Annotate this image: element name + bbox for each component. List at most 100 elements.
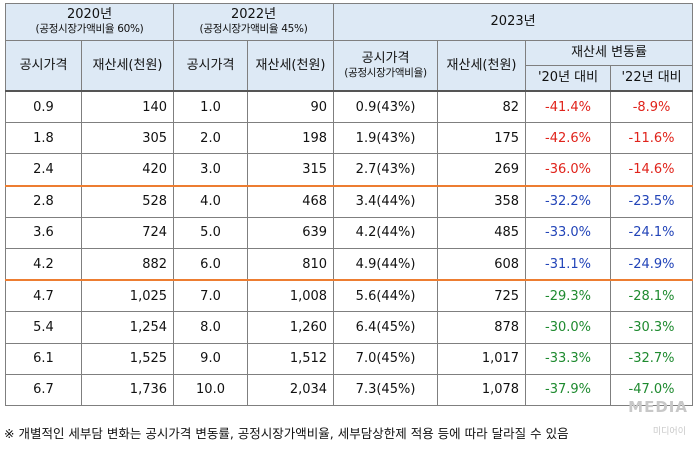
table-row: 4.2 882 6.0 810 4.9(44%) 608 -31.1% -24.9% [5,247,694,281]
cell-tax-2020: 1,025 [80,279,175,313]
header-2020: 2020년 (공정시장가액비율 60%) [4,3,175,41]
cell-price-2023: 4.9(44%) [333,247,439,281]
cell-tax-2022: 198 [247,122,335,155]
cell-tax-2023: 1,078 [437,373,527,406]
cell-tax-2022: 1,008 [247,279,335,313]
header-2022-price: 공시가격 [173,40,249,92]
cell-price-2022: 8.0 [173,311,249,344]
header-2022-sub: (공정시장가액비율 45%) [199,23,308,35]
cell-change-vs20: -41.4% [525,90,612,124]
header-change: 재산세 변동률 [525,40,694,66]
cell-tax-2023: 725 [437,279,527,313]
cell-price-2022: 7.0 [173,279,249,313]
cell-price-2022: 6.0 [173,247,249,281]
cell-tax-2020: 140 [80,90,175,124]
header-2022-year: 2022년 [231,7,277,22]
cell-change-vs20: -33.0% [525,216,612,249]
cell-tax-2023: 358 [437,184,527,218]
cell-tax-2020: 1,254 [80,311,175,344]
cell-tax-2022: 315 [247,153,335,187]
header-2022-tax: 재산세(천원) [247,40,335,92]
cell-change-vs20: -37.9% [525,373,612,406]
header-2023-tax: 재산세(천원) [437,40,527,92]
cell-price-2020: 1.8 [5,122,82,155]
cell-price-2023: 3.4(44%) [333,184,439,218]
table-row: 0.9 140 1.0 90 0.9(43%) 82 -41.4% -8.9% [5,90,694,124]
header-2022: 2022년 (공정시장가액비율 45%) [173,3,335,41]
cell-tax-2020: 528 [80,184,175,218]
header-2023-price-label: 공시가격 [361,50,410,66]
cell-price-2022: 3.0 [173,153,249,187]
header-2020-tax: 재산세(천원) [80,40,175,92]
table-row: 1.8 305 2.0 198 1.9(43%) 175 -42.6% -11.6% [5,122,694,155]
cell-change-vs22: -30.3% [610,311,694,344]
cell-change-vs22: -32.7% [610,342,694,375]
cell-price-2023: 5.6(44%) [333,279,439,313]
cell-tax-2020: 420 [80,153,175,187]
cell-price-2020: 2.4 [5,153,82,187]
cell-tax-2020: 305 [80,122,175,155]
cell-tax-2023: 269 [437,153,527,187]
cell-price-2023: 4.2(44%) [333,216,439,249]
header-change-vs22: '22년 대비 [610,65,694,92]
cell-price-2023: 2.7(43%) [333,153,439,187]
cell-price-2023: 1.9(43%) [333,122,439,155]
cell-price-2022: 4.0 [173,184,249,218]
header-2023-price: 공시가격 (공정시장가액비율) [333,40,439,92]
cell-tax-2022: 639 [247,216,335,249]
cell-price-2020: 4.2 [5,247,82,281]
cell-price-2020: 5.4 [5,311,82,344]
cell-tax-2022: 810 [247,247,335,281]
header-2020-price: 공시가격 [5,40,82,92]
header-2023-year: 2023년 [490,14,536,29]
cell-price-2023: 7.0(45%) [333,342,439,375]
cell-tax-2020: 724 [80,216,175,249]
header-2023-price-sub: (공정시장가액비율) [344,66,427,79]
cell-price-2023: 7.3(45%) [333,373,439,406]
cell-change-vs20: -31.1% [525,247,612,281]
property-tax-table: 2020년 (공정시장가액비율 60%) 2022년 (공정시장가액비율 45%… [4,3,694,406]
cell-change-vs20: -30.0% [525,311,612,344]
cell-tax-2023: 608 [437,247,527,281]
cell-price-2023: 6.4(45%) [333,311,439,344]
table-row: 3.6 724 5.0 639 4.2(44%) 485 -33.0% -24.1% [5,216,694,249]
cell-price-2022: 2.0 [173,122,249,155]
cell-tax-2023: 485 [437,216,527,249]
cell-price-2023: 0.9(43%) [333,90,439,124]
header-change-vs20: '20년 대비 [525,65,612,92]
watermark-sub: 미디어이 [652,427,686,437]
cell-tax-2022: 468 [247,184,335,218]
cell-change-vs22: -11.6% [610,122,694,155]
cell-price-2022: 10.0 [173,373,249,406]
table-row: 6.1 1,525 9.0 1,512 7.0(45%) 1,017 -33.3% -32.7… [5,342,694,375]
cell-price-2020: 4.7 [5,279,82,313]
header-2020-year: 2020년 [66,7,113,22]
cell-change-vs22: -8.9% [610,90,694,124]
cell-change-vs22: -14.6% [610,153,694,187]
cell-change-vs20: -29.3% [525,279,612,313]
cell-change-vs22: -24.9% [610,247,694,281]
cell-price-2022: 1.0 [173,90,249,124]
cell-change-vs20: -32.2% [525,184,612,218]
table-row: 6.7 1,736 10.0 2,034 7.3(45%) 1,078 -37.9% -47.… [5,373,694,406]
cell-price-2020: 2.8 [5,184,82,218]
cell-tax-2023: 1,017 [437,342,527,375]
cell-change-vs22: -47.0% [610,373,694,406]
cell-tax-2022: 2,034 [247,373,335,406]
cell-price-2020: 0.9 [5,90,82,124]
cell-change-vs22: -24.1% [610,216,694,249]
cell-price-2022: 5.0 [173,216,249,249]
cell-price-2022: 9.0 [173,342,249,375]
cell-price-2020: 3.6 [5,216,82,249]
cell-change-vs20: -42.6% [525,122,612,155]
header-2023: 2023년 [333,3,694,41]
cell-tax-2020: 882 [80,247,175,281]
table-row: 2.4 420 3.0 315 2.7(43%) 269 -36.0% -14.6% [5,153,694,187]
cell-price-2020: 6.1 [5,342,82,375]
table-row: 5.4 1,254 8.0 1,260 6.4(45%) 878 -30.0% -30.3% [5,311,694,344]
cell-tax-2020: 1,736 [80,373,175,406]
cell-change-vs22: -23.5% [610,184,694,218]
table-row: 4.7 1,025 7.0 1,008 5.6(44%) 725 -29.3% -28.1% [5,279,694,313]
cell-tax-2023: 82 [437,90,527,124]
cell-tax-2020: 1,525 [80,342,175,375]
